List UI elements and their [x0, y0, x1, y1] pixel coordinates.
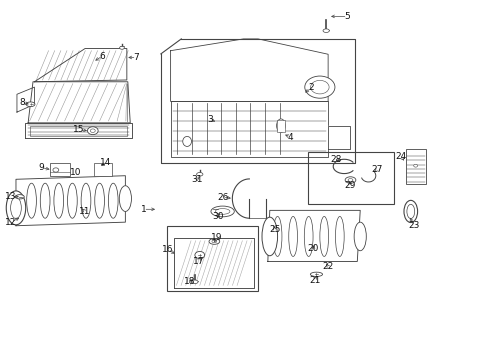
- Text: 7: 7: [133, 53, 139, 62]
- Ellipse shape: [345, 177, 355, 183]
- Text: 20: 20: [307, 244, 319, 253]
- Ellipse shape: [16, 195, 24, 199]
- Text: 30: 30: [212, 212, 223, 221]
- Ellipse shape: [183, 136, 191, 147]
- Ellipse shape: [81, 183, 91, 218]
- Ellipse shape: [210, 206, 234, 217]
- Text: 15: 15: [73, 126, 85, 135]
- Polygon shape: [25, 123, 131, 138]
- Text: 6: 6: [100, 51, 105, 60]
- Text: 16: 16: [162, 245, 173, 254]
- Text: 3: 3: [207, 115, 213, 124]
- Ellipse shape: [211, 240, 216, 243]
- Polygon shape: [267, 210, 360, 261]
- Text: 19: 19: [210, 233, 222, 242]
- Polygon shape: [327, 126, 350, 149]
- Ellipse shape: [310, 272, 322, 276]
- Bar: [405, 149, 426, 184]
- Ellipse shape: [87, 127, 98, 135]
- Ellipse shape: [26, 102, 35, 107]
- Ellipse shape: [53, 168, 59, 172]
- Ellipse shape: [108, 183, 118, 218]
- Ellipse shape: [191, 280, 198, 284]
- Text: 17: 17: [192, 257, 203, 266]
- Bar: [30, 126, 126, 136]
- Bar: [166, 226, 258, 292]
- Text: 26: 26: [217, 193, 228, 202]
- Bar: [94, 163, 112, 176]
- Ellipse shape: [304, 216, 312, 256]
- Ellipse shape: [353, 222, 366, 251]
- Ellipse shape: [196, 172, 203, 176]
- Ellipse shape: [54, 183, 63, 218]
- Ellipse shape: [208, 239, 219, 244]
- Ellipse shape: [195, 251, 204, 258]
- Ellipse shape: [304, 76, 334, 98]
- Text: 14: 14: [100, 158, 111, 167]
- Ellipse shape: [27, 183, 36, 218]
- Text: 24: 24: [395, 152, 406, 161]
- Ellipse shape: [215, 208, 229, 214]
- Text: 12: 12: [5, 218, 17, 227]
- Ellipse shape: [40, 183, 50, 218]
- Polygon shape: [170, 102, 327, 157]
- Text: 29: 29: [344, 181, 355, 190]
- Bar: [167, 54, 338, 159]
- Ellipse shape: [95, 183, 104, 218]
- Text: 25: 25: [268, 225, 280, 234]
- Polygon shape: [174, 238, 254, 288]
- Ellipse shape: [335, 216, 344, 256]
- Text: 23: 23: [407, 221, 419, 230]
- Text: 8: 8: [19, 98, 24, 107]
- Bar: [276, 120, 285, 132]
- Text: 9: 9: [38, 163, 44, 172]
- Text: 1: 1: [140, 205, 146, 214]
- Text: 31: 31: [191, 175, 202, 184]
- Text: 5: 5: [344, 12, 350, 21]
- Text: 18: 18: [184, 277, 195, 286]
- Ellipse shape: [119, 46, 124, 49]
- Ellipse shape: [403, 201, 417, 222]
- Ellipse shape: [310, 80, 328, 94]
- Text: 21: 21: [309, 276, 320, 285]
- Ellipse shape: [406, 204, 414, 219]
- Text: 28: 28: [329, 155, 341, 164]
- Text: 27: 27: [370, 166, 382, 175]
- Polygon shape: [170, 39, 327, 102]
- Polygon shape: [28, 82, 130, 123]
- Ellipse shape: [347, 179, 352, 181]
- Bar: [50, 163, 70, 176]
- Ellipse shape: [273, 216, 282, 256]
- Ellipse shape: [6, 191, 26, 225]
- Ellipse shape: [119, 186, 131, 211]
- Ellipse shape: [276, 119, 285, 132]
- Text: 22: 22: [322, 262, 333, 271]
- Ellipse shape: [67, 183, 77, 218]
- Text: 10: 10: [69, 168, 81, 177]
- Polygon shape: [16, 176, 125, 226]
- Ellipse shape: [90, 129, 95, 132]
- Text: 4: 4: [287, 132, 293, 141]
- Text: 13: 13: [5, 192, 17, 201]
- Text: 2: 2: [308, 83, 314, 92]
- Ellipse shape: [413, 164, 417, 167]
- Ellipse shape: [323, 29, 329, 32]
- Polygon shape: [34, 49, 126, 82]
- Ellipse shape: [11, 197, 21, 219]
- Ellipse shape: [262, 217, 277, 256]
- Ellipse shape: [288, 216, 297, 256]
- Bar: [307, 152, 393, 204]
- Ellipse shape: [319, 216, 328, 256]
- Polygon shape: [17, 87, 34, 112]
- Text: 11: 11: [79, 207, 91, 216]
